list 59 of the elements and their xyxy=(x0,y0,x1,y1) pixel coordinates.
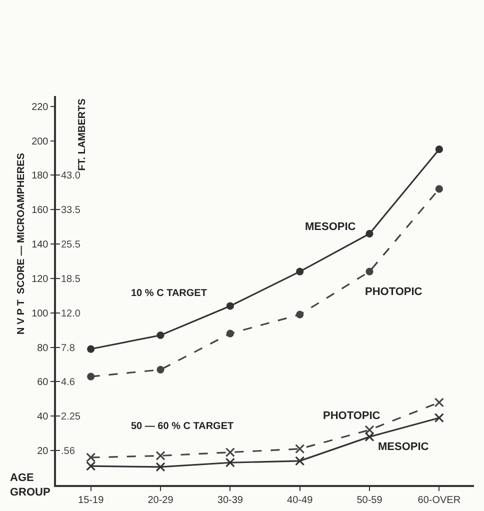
point xyxy=(87,345,95,353)
point xyxy=(156,450,166,461)
annotation: 50 — 60 % C TARGET xyxy=(131,421,234,432)
point xyxy=(434,413,444,423)
point xyxy=(366,268,374,276)
point xyxy=(364,425,374,435)
point xyxy=(296,268,304,276)
point xyxy=(156,331,164,340)
y-tick-label: 100 xyxy=(32,308,49,320)
category-label: 33.5 xyxy=(61,205,80,216)
point xyxy=(364,432,374,442)
y-tick-label: 20 xyxy=(37,446,49,458)
x-axis-title: AGE GROUP xyxy=(10,472,50,498)
point xyxy=(295,456,305,466)
series-label: PHOTOPIC xyxy=(365,286,422,298)
point xyxy=(156,366,164,374)
point xyxy=(87,372,95,380)
x-tick-label: 50-59 xyxy=(356,494,383,506)
y-tick-label: 200 xyxy=(32,136,49,148)
x-tick-label: 40-49 xyxy=(287,494,314,506)
category-label: 18.5 xyxy=(61,274,80,285)
point xyxy=(295,444,305,454)
x-tick-label: 30-39 xyxy=(217,494,244,506)
category-label: 7.8 xyxy=(61,342,75,354)
point xyxy=(435,185,443,193)
point xyxy=(86,461,96,471)
series-label: PHOTOPIC xyxy=(323,410,380,422)
y-tick-label: 160 xyxy=(32,205,49,216)
series-label: MESOPIC xyxy=(305,221,356,233)
point xyxy=(435,146,443,154)
series-label: MESOPIC xyxy=(378,441,429,453)
category-label: 4.6 xyxy=(61,377,75,388)
point xyxy=(225,448,235,458)
annotation: 10 % C TARGET xyxy=(131,288,207,299)
point xyxy=(86,452,96,462)
category-label: 25.5 xyxy=(61,240,80,251)
category-label: 12.0 xyxy=(61,308,80,320)
category-label: 43.0 xyxy=(61,170,80,182)
y-tick-label: 220 xyxy=(32,102,49,113)
point xyxy=(226,330,234,338)
point xyxy=(156,462,166,472)
point xyxy=(434,398,444,408)
y2-axis-title: FT. LAMBERTS xyxy=(76,98,88,171)
y-axis-title: N V P T SCORE — MICROAMPHERES xyxy=(16,152,27,335)
y-tick-label: 120 xyxy=(32,274,49,285)
point xyxy=(296,310,304,318)
point xyxy=(225,458,235,468)
y-tick-label: 80 xyxy=(37,342,49,354)
y-tick-label: 40 xyxy=(37,412,49,423)
y-tick-label: 180 xyxy=(32,170,49,182)
x-tick-label: 20-29 xyxy=(148,494,174,506)
y-tick-label: 60 xyxy=(37,377,49,388)
x-tick-label: 60-OVER xyxy=(418,494,461,506)
category-label: 2.25 xyxy=(61,412,80,423)
y-tick-label: 140 xyxy=(32,240,49,251)
x-tick-label: 15-19 xyxy=(78,494,104,506)
point xyxy=(226,302,234,310)
point xyxy=(366,230,374,238)
category-label: .56 xyxy=(61,446,75,458)
